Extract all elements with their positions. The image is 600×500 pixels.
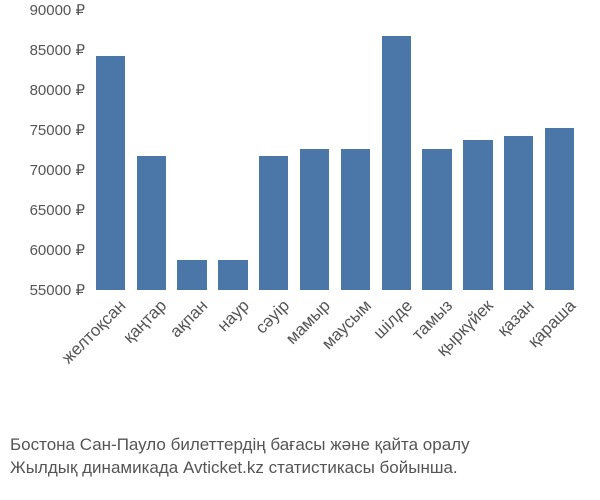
y-tick-label: 70000 ₽ xyxy=(5,161,85,179)
bar xyxy=(218,260,247,290)
y-tick-label: 55000 ₽ xyxy=(5,281,85,299)
bars-container xyxy=(90,10,580,290)
y-tick-label: 60000 ₽ xyxy=(5,241,85,259)
bar-slot xyxy=(172,10,213,290)
bar xyxy=(504,136,533,290)
y-tick-label: 85000 ₽ xyxy=(5,41,85,59)
bar xyxy=(545,128,574,290)
chart-caption: Бостона Сан-Пауло билеттердің бағасы жән… xyxy=(10,434,590,480)
bar-slot xyxy=(498,10,539,290)
y-tick-label: 80000 ₽ xyxy=(5,81,85,99)
x-axis-labels: желтоқсанқаңтарақпаннаурсәуірмамырмаусым… xyxy=(90,296,580,446)
y-tick-label: 90000 ₽ xyxy=(5,1,85,19)
bar-slot xyxy=(457,10,498,290)
bar-slot xyxy=(539,10,580,290)
x-tick-label: ақпан xyxy=(166,296,212,342)
plot-area xyxy=(90,10,580,290)
bar xyxy=(137,156,166,290)
x-tick-label: шілде xyxy=(369,296,416,343)
bar-slot xyxy=(335,10,376,290)
bar-slot xyxy=(253,10,294,290)
price-chart: 55000 ₽ 60000 ₽ 65000 ₽ 70000 ₽ 75000 ₽ 80000… xyxy=(0,0,600,500)
bar-slot xyxy=(90,10,131,290)
bar xyxy=(341,149,370,290)
bar xyxy=(177,260,206,290)
caption-line-2: Жылдық динамикада Avticket.kz статистика… xyxy=(10,457,590,480)
bar xyxy=(96,56,125,290)
bar xyxy=(382,36,411,290)
bar-slot xyxy=(212,10,253,290)
bar xyxy=(300,149,329,290)
bar xyxy=(422,149,451,290)
bar-slot xyxy=(294,10,335,290)
y-tick-label: 65000 ₽ xyxy=(5,201,85,219)
bar-slot xyxy=(376,10,417,290)
bar-slot xyxy=(131,10,172,290)
bar xyxy=(463,140,492,290)
caption-line-1: Бостона Сан-Пауло билеттердің бағасы жән… xyxy=(10,434,590,457)
x-tick-label: наур xyxy=(213,296,253,336)
x-tick-label: қаңтар xyxy=(120,296,171,347)
bar-slot xyxy=(417,10,458,290)
y-tick-label: 75000 ₽ xyxy=(5,121,85,139)
bar xyxy=(259,156,288,290)
